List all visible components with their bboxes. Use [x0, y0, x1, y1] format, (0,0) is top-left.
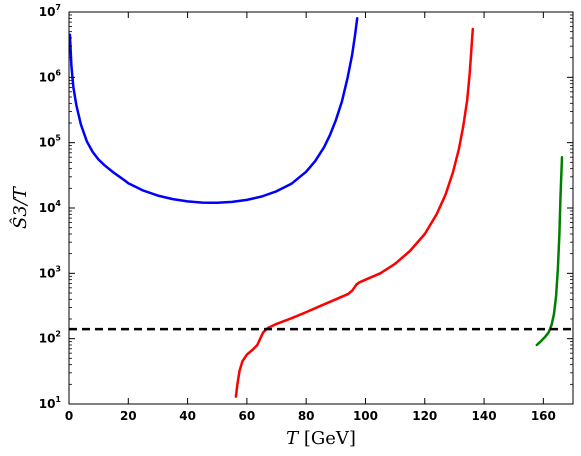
y-tick-label: 105	[39, 134, 62, 150]
y-tick-label: 104	[39, 199, 62, 215]
axis-ticks: 0 20 40 60 80 100 120 140 160 101 102 103 104 105 106 1…	[39, 3, 573, 423]
x-tick-label: 40	[179, 409, 196, 423]
x-tick-label: 160	[531, 409, 556, 423]
series-green-line	[535, 155, 564, 347]
x-tick-label: 20	[120, 409, 137, 423]
x-tick-label: 80	[298, 409, 315, 423]
x-axis-label: T [GeV]	[286, 428, 356, 449]
y-tick-label: 107	[39, 3, 61, 19]
series-red-line	[234, 27, 475, 398]
x-tick-label: 100	[353, 409, 378, 423]
y-tick-label: 102	[39, 330, 61, 346]
y-tick-label: 106	[39, 68, 62, 84]
x-tick-label: 60	[239, 409, 256, 423]
x-tick-label: 0	[65, 409, 73, 423]
series-blue-line	[68, 17, 359, 205]
y-tick-label: 103	[39, 264, 61, 280]
x-tick-label: 140	[472, 409, 497, 423]
y-axis-label: Ŝ3/T	[8, 185, 31, 229]
y-tick-label: 101	[39, 395, 62, 411]
plot-curves	[68, 17, 573, 398]
x-tick-label: 120	[412, 409, 437, 423]
plot-frame	[68, 11, 574, 405]
